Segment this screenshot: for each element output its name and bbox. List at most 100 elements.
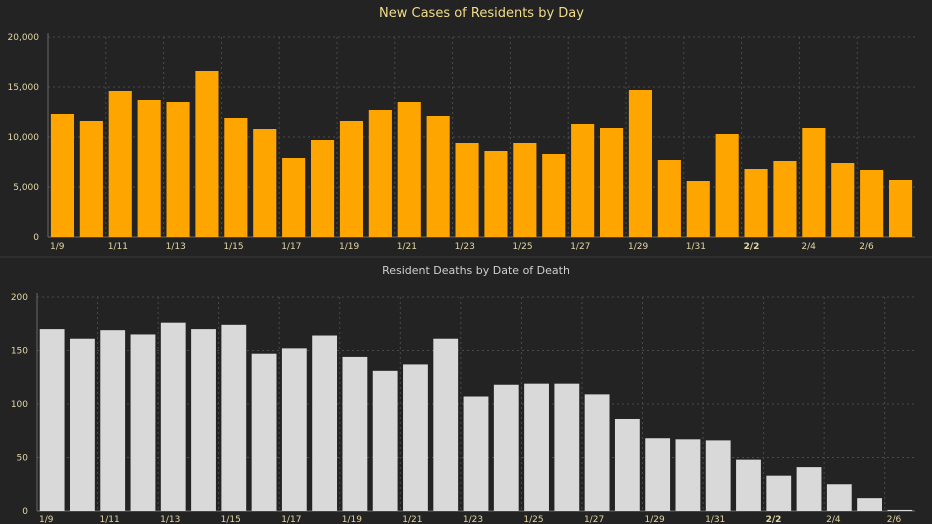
deaths-bar-2-2[interactable]: [766, 475, 792, 511]
cases-x-tick-label: 1/27: [570, 242, 590, 252]
cases-x-tick-label: 2/2: [744, 242, 760, 252]
cases-x-tick-label: 1/29: [628, 242, 648, 252]
deaths-y-tick-label: 100: [11, 400, 28, 410]
cases-chart: New Cases of Residents by Day 0 5,000 10,00…: [8, 6, 915, 252]
cases-bar-1-18[interactable]: [310, 140, 335, 237]
deaths-bar-2-4[interactable]: [826, 484, 852, 511]
deaths-x-tick-label: 1/27: [584, 515, 604, 524]
cases-x-tick-label: 2/4: [801, 242, 816, 252]
cases-bar-2-2[interactable]: [744, 169, 768, 237]
cases-y-tick-label: 0: [33, 233, 39, 243]
cases-bar-1-22[interactable]: [426, 116, 450, 237]
deaths-bar-2-1[interactable]: [736, 459, 761, 511]
cases-x-tick-label: 1/23: [455, 242, 475, 252]
deaths-bar-1-15[interactable]: [221, 324, 247, 511]
deaths-bar-1-24[interactable]: [493, 384, 519, 511]
cases-bar-2-5[interactable]: [831, 163, 855, 237]
cases-bar-1-16[interactable]: [253, 129, 277, 237]
cases-bar-1-13[interactable]: [166, 102, 190, 237]
deaths-x-tick-label: 1/15: [221, 515, 241, 524]
deaths-y-tick-label: 200: [11, 293, 28, 303]
deaths-bar-1-10[interactable]: [70, 338, 95, 511]
deaths-bar-1-26[interactable]: [554, 383, 580, 511]
cases-y-tick-label: 5,000: [13, 183, 39, 193]
deaths-bar-1-11[interactable]: [100, 330, 126, 511]
cases-x-tick-label: 1/17: [281, 242, 301, 252]
deaths-bar-1-13[interactable]: [160, 322, 186, 511]
deaths-x-tick-label: 1/21: [402, 515, 422, 524]
deaths-x-tick-label: 2/6: [887, 515, 902, 524]
cases-x-tick-label: 1/9: [50, 242, 65, 252]
deaths-bar-2-3[interactable]: [796, 467, 822, 511]
cases-bar-1-12[interactable]: [137, 100, 161, 237]
deaths-bar-1-25[interactable]: [524, 383, 549, 511]
deaths-bar-1-20[interactable]: [372, 370, 398, 511]
cases-bar-1-26[interactable]: [542, 154, 566, 237]
deaths-bar-1-21[interactable]: [403, 364, 428, 511]
cases-x-tick-label: 1/25: [512, 242, 532, 252]
deaths-bar-1-12[interactable]: [130, 334, 156, 511]
cases-bar-1-24[interactable]: [484, 151, 508, 237]
cases-bar-2-6[interactable]: [860, 170, 884, 237]
deaths-x-tick-label: 2/4: [826, 515, 841, 524]
cases-x-tick-label: 1/13: [166, 242, 186, 252]
deaths-bar-1-23[interactable]: [463, 396, 489, 511]
deaths-x-tick-label: 1/25: [523, 515, 543, 524]
cases-bar-2-4[interactable]: [802, 128, 826, 237]
cases-bar-2-3[interactable]: [773, 161, 797, 237]
deaths-bar-1-29[interactable]: [645, 438, 671, 511]
deaths-bar-2-5[interactable]: [857, 498, 882, 511]
cases-y-tick-label: 10,000: [8, 133, 40, 143]
cases-bar-1-29[interactable]: [628, 90, 653, 237]
cases-x-tick-label: 1/31: [686, 242, 706, 252]
deaths-y-tick-label: 50: [17, 454, 29, 464]
deaths-y-tick-label: 150: [11, 347, 28, 357]
cases-bar-1-25[interactable]: [513, 143, 537, 237]
cases-x-tick-label: 2/6: [859, 242, 874, 252]
deaths-bar-1-28[interactable]: [614, 418, 640, 511]
cases-x-tick-label: 1/19: [339, 242, 359, 252]
deaths-bar-1-18[interactable]: [312, 335, 338, 511]
deaths-chart-title: Resident Deaths by Date of Death: [382, 264, 570, 277]
deaths-x-tick-label: 1/19: [342, 515, 362, 524]
cases-bar-1-14[interactable]: [195, 71, 219, 237]
deaths-bar-1-16[interactable]: [251, 353, 277, 511]
cases-bar-1-20[interactable]: [368, 110, 392, 237]
deaths-x-tick-label: 2/2: [766, 515, 782, 524]
cases-x-tick-label: 1/15: [223, 242, 243, 252]
deaths-bar-1-17[interactable]: [281, 348, 307, 511]
cases-bar-1-17[interactable]: [282, 158, 306, 237]
cases-bar-1-28[interactable]: [599, 128, 624, 237]
deaths-x-tick-label: 1/9: [39, 515, 54, 524]
cases-x-tick-label: 1/21: [397, 242, 417, 252]
deaths-bar-1-19[interactable]: [342, 356, 368, 511]
cases-bar-1-19[interactable]: [339, 121, 364, 237]
cases-bar-2-1[interactable]: [715, 134, 739, 237]
deaths-bar-1-30[interactable]: [675, 439, 701, 511]
cases-bar-1-30[interactable]: [657, 160, 681, 237]
deaths-bar-1-9[interactable]: [39, 329, 65, 511]
cases-bar-1-31[interactable]: [686, 181, 710, 237]
deaths-x-tick-label: 1/29: [645, 515, 665, 524]
cases-bar-1-10[interactable]: [79, 121, 103, 237]
deaths-bar-1-27[interactable]: [584, 394, 610, 511]
deaths-bar-2-6[interactable]: [887, 509, 913, 511]
cases-y-tick-label: 20,000: [8, 33, 40, 43]
cases-y-tick-label: 15,000: [8, 83, 40, 93]
cases-chart-title: New Cases of Residents by Day: [379, 6, 584, 21]
cases-bar-2-7[interactable]: [888, 180, 913, 237]
cases-bar-1-11[interactable]: [108, 91, 132, 237]
cases-x-tick-label: 1/11: [108, 242, 128, 252]
deaths-bar-1-31[interactable]: [705, 440, 731, 511]
deaths-bar-1-22[interactable]: [433, 338, 459, 511]
deaths-bar-1-14[interactable]: [191, 329, 216, 511]
deaths-chart: Resident Deaths by Date of Death 0 50 100 15…: [11, 264, 915, 524]
cases-bar-1-23[interactable]: [455, 143, 479, 237]
cases-bar-1-9[interactable]: [50, 114, 75, 237]
cases-bar-1-15[interactable]: [224, 118, 248, 237]
deaths-x-tick-label: 1/11: [100, 515, 120, 524]
cases-bar-1-21[interactable]: [397, 102, 421, 237]
cases-bar-1-27[interactable]: [571, 124, 595, 237]
